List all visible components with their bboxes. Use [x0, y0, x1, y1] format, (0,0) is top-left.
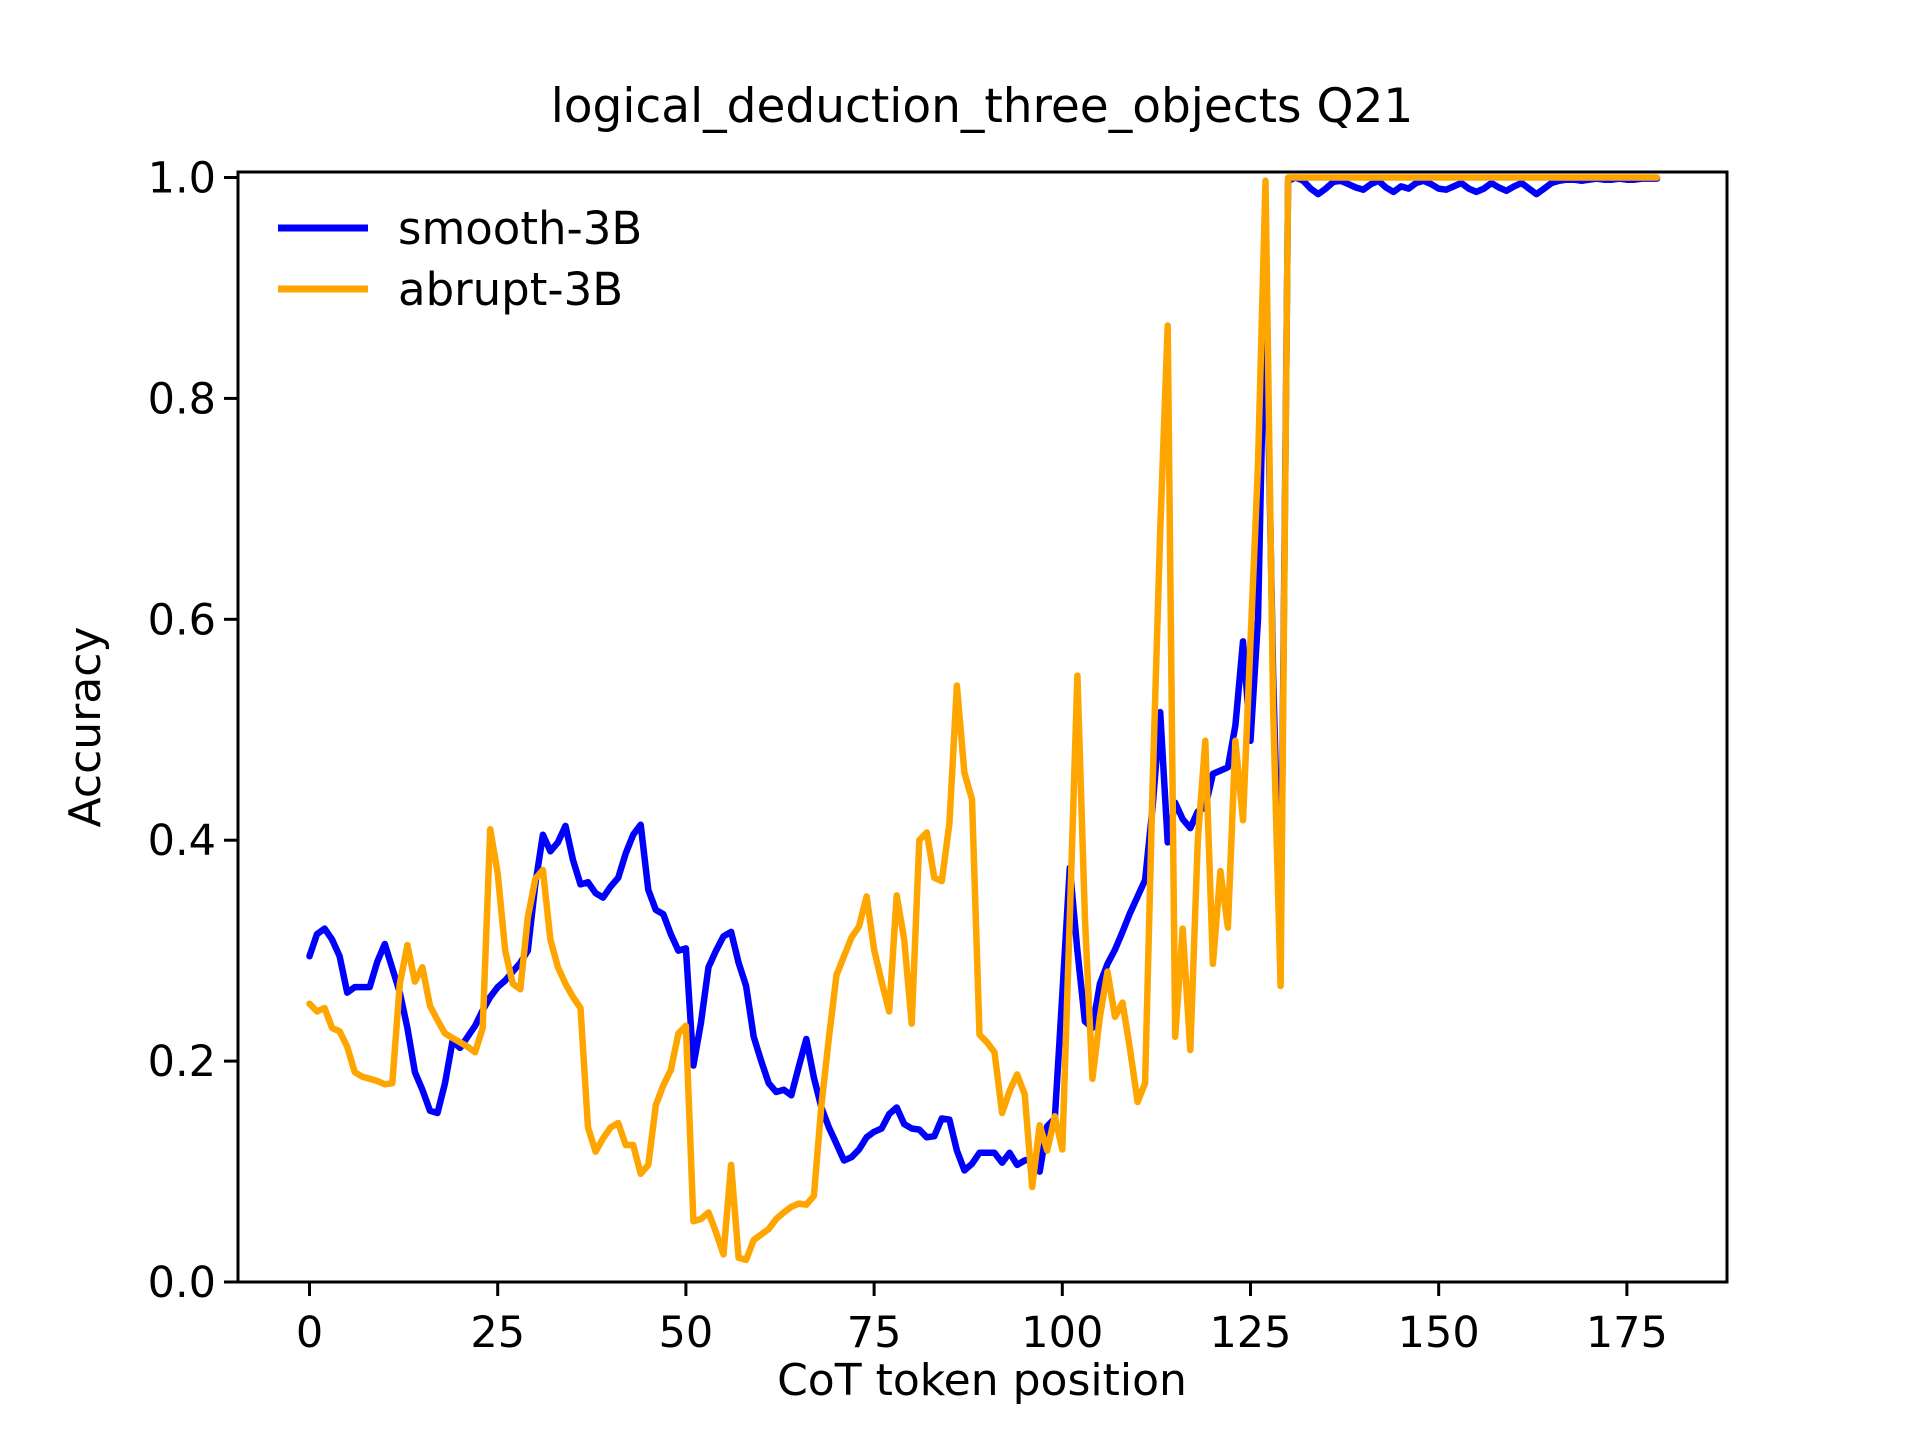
y-tick-label: 0.4: [148, 816, 216, 866]
x-axis-ticks: 0 25 50 75 100 125 150 175: [296, 1282, 1668, 1358]
plot-area-spines: [236, 170, 1729, 1284]
x-tick-label: 125: [1209, 1308, 1291, 1358]
x-tick-label: 25: [470, 1308, 525, 1358]
y-axis-ticks: 0.0 0.2 0.4 0.6 0.8 1.0: [148, 154, 238, 1308]
x-tick-label: 100: [1021, 1308, 1103, 1358]
series-line-abrupt-3B: [306, 174, 1661, 1264]
series-lines: [306, 174, 1661, 1264]
series-line-smooth-3B: [306, 174, 1661, 1175]
legend: smooth-3B abrupt-3B: [278, 202, 642, 316]
y-tick-label: 1.0: [148, 154, 216, 204]
y-tick-label: 0.8: [148, 374, 216, 424]
y-tick-label: 0.6: [148, 595, 216, 645]
x-tick-label: 50: [659, 1308, 714, 1358]
y-axis-label: Accuracy: [60, 627, 111, 828]
legend-label-abrupt: abrupt-3B: [398, 263, 623, 316]
chart-title: logical_deduction_three_objects Q21: [551, 79, 1414, 134]
x-tick-label: 150: [1398, 1308, 1480, 1358]
y-tick-label: 0.0: [148, 1258, 216, 1308]
x-axis-label: CoT token position: [777, 1355, 1187, 1406]
x-tick-label: 0: [296, 1308, 323, 1358]
x-tick-label: 75: [847, 1308, 902, 1358]
x-tick-label: 175: [1586, 1308, 1668, 1358]
y-tick-label: 0.2: [148, 1037, 216, 1087]
legend-label-smooth: smooth-3B: [398, 202, 642, 255]
